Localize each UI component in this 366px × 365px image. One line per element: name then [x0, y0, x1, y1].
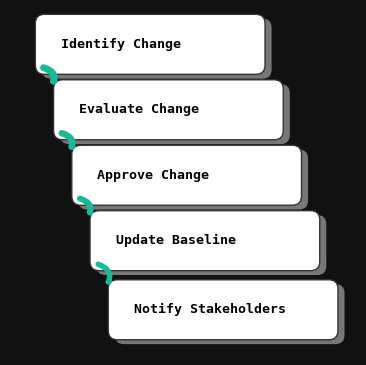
Text: Evaluate Change: Evaluate Change: [79, 103, 199, 116]
FancyBboxPatch shape: [108, 280, 338, 340]
FancyArrowPatch shape: [98, 264, 110, 282]
FancyBboxPatch shape: [97, 215, 326, 275]
FancyBboxPatch shape: [115, 284, 344, 344]
Text: Update Baseline: Update Baseline: [116, 234, 236, 247]
FancyBboxPatch shape: [78, 150, 308, 210]
FancyBboxPatch shape: [60, 84, 290, 144]
Text: Notify Stakeholders: Notify Stakeholders: [134, 303, 286, 316]
FancyBboxPatch shape: [42, 19, 272, 79]
FancyArrowPatch shape: [44, 68, 54, 81]
Text: Approve Change: Approve Change: [97, 169, 209, 182]
FancyBboxPatch shape: [90, 211, 320, 271]
FancyArrowPatch shape: [80, 199, 90, 212]
FancyBboxPatch shape: [53, 80, 283, 140]
FancyBboxPatch shape: [72, 145, 302, 205]
FancyBboxPatch shape: [36, 14, 265, 74]
Text: Identify Change: Identify Change: [61, 38, 181, 51]
FancyArrowPatch shape: [62, 133, 72, 147]
